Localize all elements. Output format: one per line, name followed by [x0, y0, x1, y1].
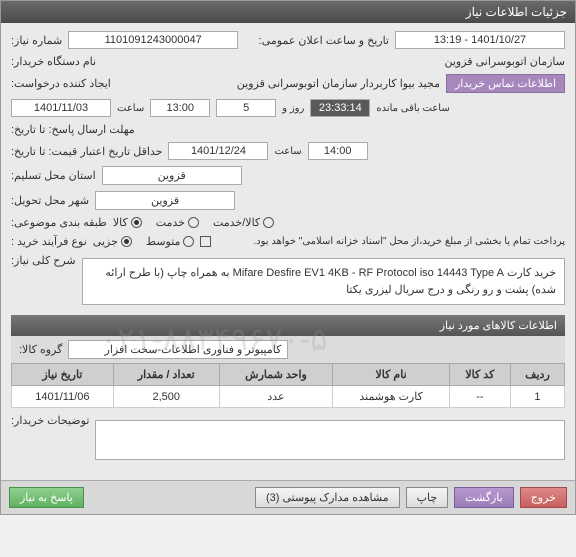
deliver-loc: قزوین — [95, 191, 235, 210]
col-unit: واحد شمارش — [219, 364, 333, 386]
back-button[interactable]: بازگشت — [454, 487, 514, 508]
days-remain: 5 — [216, 99, 276, 117]
announce-field: 1401/10/27 - 13:19 — [395, 31, 565, 49]
table-row[interactable]: 1 -- کارت هوشمند عدد 2,500 1401/11/06 — [12, 386, 565, 408]
col-name: نام کالا — [333, 364, 450, 386]
purchase-label: نوع فرآیند خرید : — [11, 235, 87, 248]
footer: خروج بازگشت چاپ مشاهده مدارک پیوستی (3) … — [1, 480, 575, 514]
days-mid: روز و — [282, 103, 304, 114]
req-no-field: 1101091243000047 — [68, 31, 238, 49]
reply-loc: قزوین — [102, 166, 242, 185]
purchase-note: پرداخت تمام یا بخشی از مبلغ خرید،از محل … — [217, 236, 565, 247]
title-bar: جزئیات اطلاعات نیاز — [1, 1, 575, 23]
radio-goods-service[interactable]: کالا/خدمت — [213, 216, 274, 229]
group-label: گروه کالا: — [19, 343, 62, 356]
attach-button[interactable]: مشاهده مدارک پیوستی (3) — [255, 487, 400, 508]
classify-label: طبقه بندی موضوعی: — [11, 216, 107, 229]
exit-button[interactable]: خروج — [520, 487, 567, 508]
desc-box: خرید کارت Mifare Desfire EV1 4KB - RF Pr… — [82, 258, 565, 305]
buyer-label: نام دستگاه خریدار: — [11, 55, 96, 68]
buyer-notes — [95, 420, 565, 460]
window: جزئیات اطلاعات نیاز 1401/10/27 - 13:19 ت… — [0, 0, 576, 515]
purchase-radios: متوسط جزیی — [93, 235, 195, 248]
time-label-1: ساعت — [117, 103, 144, 114]
notes-label: توضیحات خریدار: — [11, 414, 89, 427]
print-button[interactable]: چاپ — [406, 487, 449, 508]
reply-loc-label: استان محل تسلیم: — [11, 169, 96, 182]
form-area: 1401/10/27 - 13:19 تاریخ و ساعت اعلان عم… — [1, 23, 575, 480]
window-title: جزئیات اطلاعات نیاز — [466, 5, 567, 19]
group-value: کامپیوتر و فناوری اطلاعات-سخت افزار — [68, 340, 288, 359]
creator-label: ایجاد کننده درخواست: — [11, 77, 111, 90]
desc-label: شرح کلی نیاز: — [11, 254, 76, 267]
validity-label: حداقل تاریخ اعتبار قیمت: تا تاریخ: — [11, 145, 162, 158]
radio-medium[interactable]: متوسط — [146, 235, 195, 248]
contact-button[interactable]: اطلاعات تماس خریدار — [446, 74, 565, 93]
radio-small[interactable]: جزیی — [93, 235, 132, 248]
check-treasury[interactable] — [200, 236, 211, 247]
reply-button[interactable]: پاسخ به نیاز — [9, 487, 84, 508]
radio-goods[interactable]: کالا — [113, 216, 142, 229]
validity-date: 1401/12/24 — [168, 142, 268, 160]
validity-time: 14:00 — [308, 142, 368, 160]
remain-suffix: ساعت باقی مانده — [376, 103, 449, 114]
goods-table: ردیف کد کالا نام کالا واحد شمارش تعداد /… — [11, 363, 565, 408]
deadline-time: 13:00 — [150, 99, 210, 117]
section-goods-head: اطلاعات کالاهای مورد نیاز — [11, 315, 565, 336]
deadline-label: مهلت ارسال پاسخ: تا تاریخ: — [11, 123, 135, 136]
buyer-value: سازمان اتوبوسرانی قزوین — [102, 55, 565, 68]
time-label-2: ساعت — [274, 146, 301, 157]
radio-service[interactable]: خدمت — [156, 216, 199, 229]
col-date: تاریخ نیاز — [12, 364, 114, 386]
col-code: کد کالا — [449, 364, 510, 386]
creator-value: مجید بیوا کاربردار سازمان اتوبوسرانی قزو… — [117, 77, 440, 90]
announce-label: تاریخ و ساعت اعلان عمومی: — [259, 34, 389, 47]
classify-radios: کالا/خدمت خدمت کالا — [113, 216, 274, 229]
time-remain: 23:33:14 — [310, 99, 370, 117]
req-no-label: شماره نیاز: — [11, 34, 62, 47]
deliver-loc-label: شهر محل تحویل: — [11, 194, 89, 207]
col-row: ردیف — [510, 364, 564, 386]
deadline-date: 1401/11/03 — [11, 99, 111, 117]
col-qty: تعداد / مقدار — [113, 364, 219, 386]
